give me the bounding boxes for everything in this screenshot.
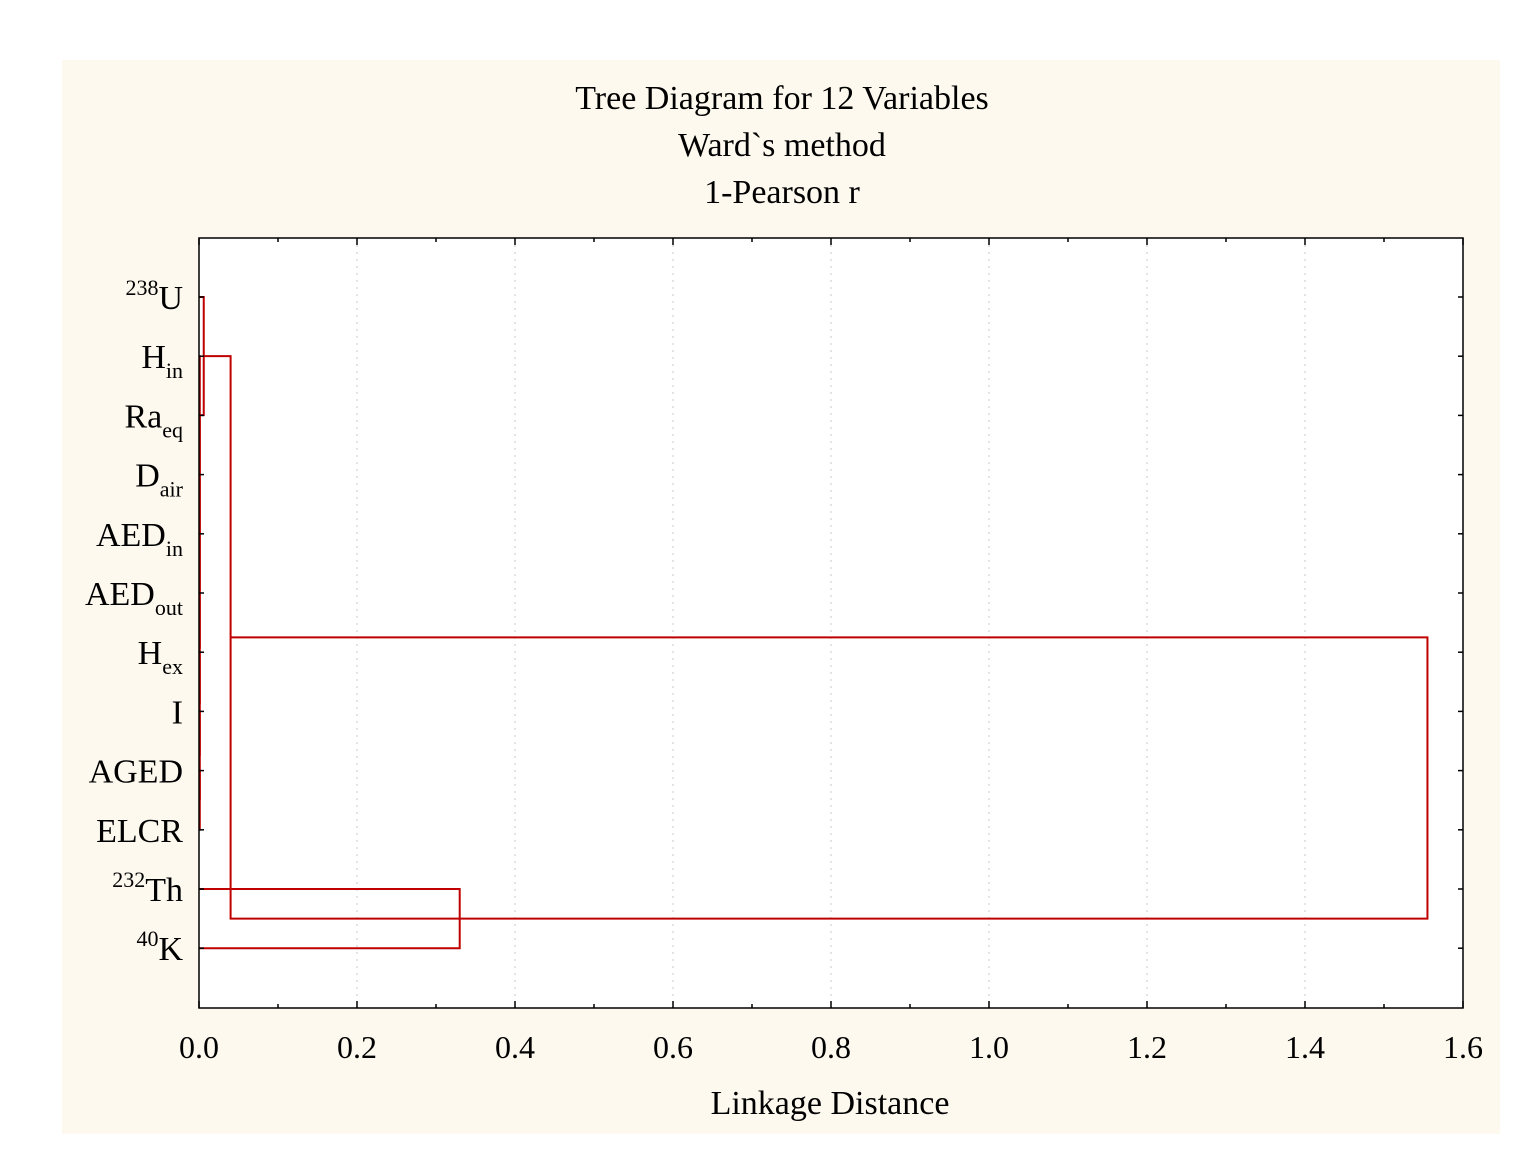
leaf-label: Hex bbox=[138, 635, 183, 679]
leaf-label: AEDin bbox=[96, 517, 183, 561]
x-tick-label: 1.2 bbox=[1127, 1029, 1167, 1065]
leaf-label-subscript: in bbox=[166, 536, 183, 561]
x-tick-label: 0.8 bbox=[811, 1029, 851, 1065]
leaf-label-main: AGED bbox=[89, 754, 183, 791]
x-tick-label: 1.6 bbox=[1443, 1029, 1483, 1065]
leaf-labels: 238UHinRaeqDairAEDinAEDoutHexIAGEDELCR23… bbox=[85, 275, 184, 968]
leaf-label-superscript: 238 bbox=[125, 275, 158, 300]
grid-lines bbox=[356, 238, 1306, 1008]
leaf-label-main: AED bbox=[85, 576, 155, 613]
leaf-label-main: H bbox=[138, 635, 163, 672]
leaf-label: I bbox=[172, 694, 183, 731]
x-axis-title: Linkage Distance bbox=[711, 1085, 950, 1122]
leaf-label-subscript: eq bbox=[162, 417, 183, 442]
x-tick-label: 0.6 bbox=[653, 1029, 693, 1065]
chart-title: Tree Diagram for 12 Variables Ward`s met… bbox=[575, 80, 989, 211]
axis-ticks bbox=[198, 238, 1464, 1008]
dendrogram-link bbox=[230, 636, 1429, 920]
leaf-label-main: ELCR bbox=[96, 813, 183, 850]
leaf-label: Dair bbox=[135, 458, 183, 502]
leaf-label: Raeq bbox=[124, 398, 183, 442]
leaf-label-main: Ra bbox=[124, 398, 162, 435]
leaf-label-main: K bbox=[158, 931, 183, 968]
leaf-label-main: D bbox=[135, 458, 160, 495]
leaf-label-subscript: in bbox=[166, 358, 183, 383]
leaf-label: AEDout bbox=[85, 576, 183, 620]
leaf-label: 238U bbox=[125, 275, 183, 317]
leaf-label-superscript: 232 bbox=[112, 867, 145, 892]
leaf-label-subscript: ex bbox=[162, 654, 183, 679]
leaf-label-main: I bbox=[172, 694, 183, 731]
leaf-label: Hin bbox=[141, 339, 183, 383]
leaf-label: ELCR bbox=[96, 813, 183, 850]
title-line-3: 1-Pearson r bbox=[704, 174, 860, 211]
title-line-2: Ward`s method bbox=[678, 127, 886, 164]
x-tick-label: 1.0 bbox=[969, 1029, 1009, 1065]
leaf-label-main: H bbox=[141, 339, 166, 376]
leaf-label-subscript: air bbox=[160, 477, 184, 502]
leaf-label-main: AED bbox=[96, 517, 166, 554]
x-tick-label: 0.4 bbox=[495, 1029, 535, 1065]
leaf-label: AGED bbox=[89, 754, 183, 791]
leaf-label-main: U bbox=[158, 280, 183, 317]
x-axis-tick-labels: 0.0 0.2 0.4 0.6 0.8 1.0 1.2 1.4 1.6 bbox=[179, 1029, 1483, 1065]
leaf-label-main: Th bbox=[145, 872, 183, 909]
x-tick-label: 0.2 bbox=[337, 1029, 377, 1065]
leaf-label-subscript: out bbox=[155, 595, 183, 620]
title-line-1: Tree Diagram for 12 Variables bbox=[575, 80, 989, 117]
leaf-label: 40K bbox=[136, 926, 183, 968]
leaf-label: 232Th bbox=[112, 867, 183, 909]
x-tick-label: 0.0 bbox=[179, 1029, 219, 1065]
leaf-label-superscript: 40 bbox=[136, 926, 158, 951]
x-tick-label: 1.4 bbox=[1285, 1029, 1325, 1065]
